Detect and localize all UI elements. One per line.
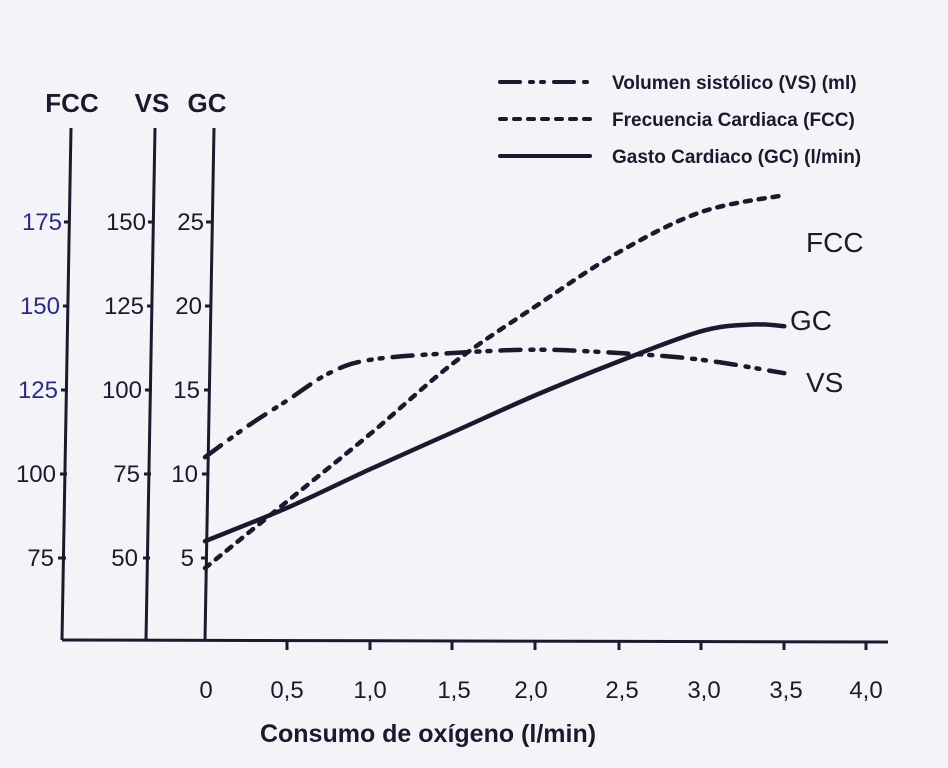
vs-tick-label: 100 — [102, 377, 142, 404]
fcc-tick-label: 75 — [27, 545, 54, 572]
x-tick-label: 2,0 — [514, 677, 547, 704]
fcc-tick-label: 175 — [22, 209, 62, 236]
x-tick-label: 3,0 — [687, 677, 720, 704]
x-tick-label: 0 — [199, 677, 212, 704]
vs-end-label: VS — [806, 367, 843, 398]
fcc-tick-label: 125 — [18, 377, 58, 404]
x-tick-label: 3,5 — [769, 677, 802, 704]
x-axis-line — [61, 638, 889, 644]
vs-tick-label: 75 — [113, 461, 140, 488]
gc-axis-line — [203, 127, 216, 641]
x-ticks: 0 0,5 1,0 1,5 2,0 2,5 3,0 3,5 4,0 — [199, 641, 883, 704]
gc-series-line — [202, 322, 787, 544]
gc-axis-title: GC — [188, 88, 227, 118]
fcc-axis-line — [60, 127, 73, 641]
gc-tick-label: 10 — [171, 461, 198, 488]
vs-tick-label: 50 — [111, 545, 138, 572]
x-tick-label: 2,5 — [605, 677, 638, 704]
gc-tick-label: 5 — [181, 545, 194, 572]
gc-tick-label: 25 — [177, 209, 204, 236]
vs-tick-label: 150 — [106, 209, 146, 236]
x-tick-label: 4,0 — [849, 677, 882, 704]
gc-end-label: GC — [790, 305, 832, 336]
fcc-series-line — [202, 192, 787, 571]
legend: Volumen sistólico (VS) (ml) Frecuencia C… — [498, 73, 861, 168]
vs-axis-title: VS — [135, 88, 170, 118]
vs-ticks: 50 75 100 125 150 — [102, 209, 154, 572]
legend-label-gc: Gasto Cardiaco (GC) (l/min) — [612, 147, 861, 168]
fcc-tick-label: 100 — [16, 461, 56, 488]
fcc-tick-label: 150 — [20, 293, 60, 320]
legend-label-vs: Volumen sistólico (VS) (ml) — [612, 73, 857, 94]
vs-axis-line — [144, 127, 157, 641]
x-axis-label: Consumo de oxígeno (l/min) — [260, 720, 596, 748]
legend-label-fcc: Frecuencia Cardiaca (FCC) — [612, 110, 855, 131]
x-tick-label: 1,0 — [353, 677, 386, 704]
fcc-axis-title: FCC — [45, 88, 99, 118]
vs-series-line — [202, 347, 787, 460]
gc-ticks: 5 10 15 20 25 — [171, 209, 212, 572]
gc-tick-label: 20 — [175, 293, 202, 320]
x-tick-label: 1,5 — [437, 677, 470, 704]
fcc-ticks: 75 100 125 150 175 — [16, 209, 70, 572]
vs-tick-label: 125 — [104, 293, 144, 320]
fcc-end-label: FCC — [806, 227, 864, 258]
gc-tick-label: 15 — [173, 377, 200, 404]
x-tick-label: 0,5 — [270, 677, 303, 704]
